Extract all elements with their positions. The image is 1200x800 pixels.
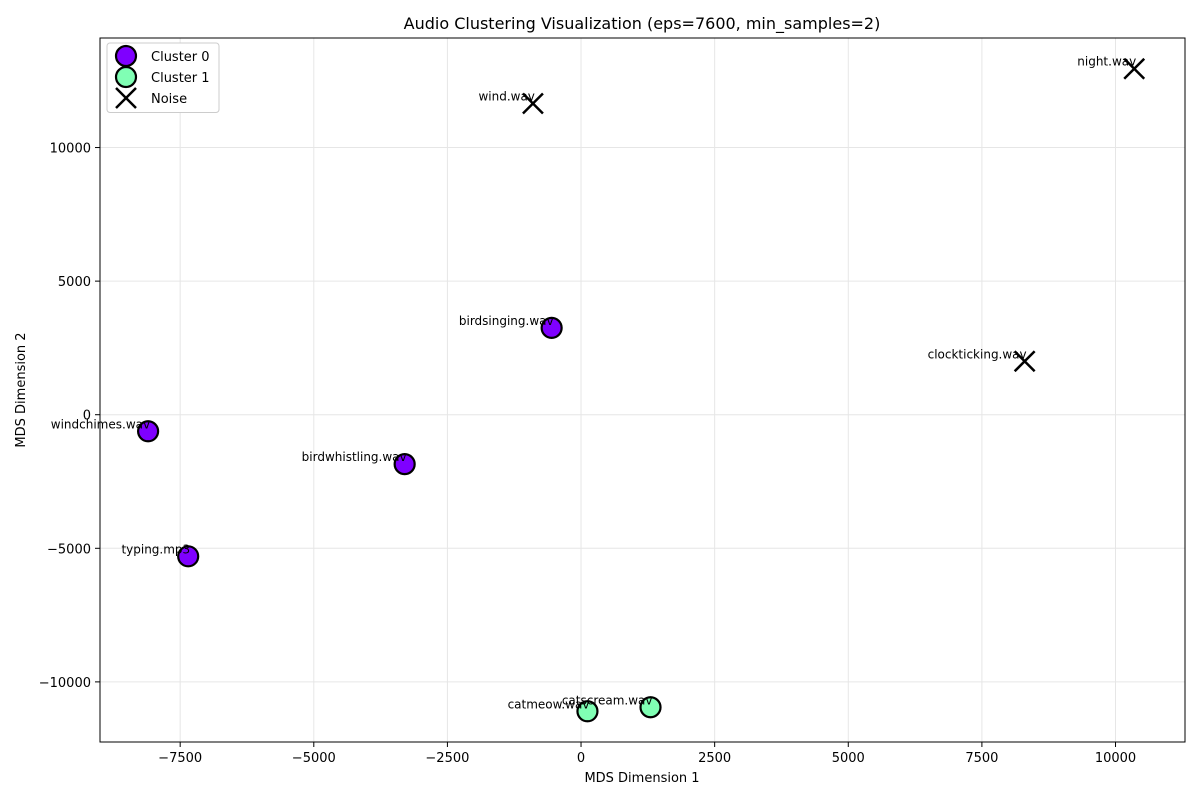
legend: Cluster 0 Cluster 1 Noise — [106, 42, 220, 113]
cluster-0-point — [177, 545, 200, 568]
cluster-1-point — [639, 696, 662, 719]
cluster-0-point — [393, 453, 416, 476]
y-tick-label: 5000 — [58, 275, 91, 290]
point-label: typing.mp3 — [121, 542, 190, 556]
legend-entry-label: Cluster 1 — [151, 71, 210, 86]
y-axis-label: MDS Dimension 2 — [14, 332, 29, 447]
y-tick-label: 10000 — [50, 142, 91, 157]
point-label: catscream.wav — [562, 693, 653, 707]
legend-marker-cluster-1 — [114, 65, 138, 89]
x-tick-label: −7500 — [158, 751, 202, 766]
y-tick-label: −5000 — [47, 542, 91, 557]
noise-x-stroke — [1123, 57, 1146, 80]
point-label: night.wav — [1077, 55, 1136, 69]
legend-entry-label: Cluster 0 — [151, 50, 210, 65]
y-tick-label: −10000 — [39, 676, 91, 691]
x-tick-label: 2500 — [698, 751, 731, 766]
data-points: birdsinging.wavwindchimes.wavbirdwhistli… — [51, 55, 1146, 723]
noise-x-stroke — [522, 92, 544, 115]
noise-x-stroke — [1013, 350, 1036, 373]
point-label: birdwhistling.wav — [302, 450, 407, 464]
x-tick-label: 10000 — [1095, 751, 1136, 766]
axis-ticks: −7500 −5000 −2500 0 2500 5000 7500 10000 −10000 −… — [39, 142, 1136, 766]
cluster-0-point — [137, 420, 160, 443]
legend-entry-label: Noise — [151, 92, 187, 107]
grid-lines — [100, 38, 1185, 742]
x-tick-label: −5000 — [292, 751, 336, 766]
point-label: birdsinging.wav — [459, 314, 554, 328]
x-tick-label: 7500 — [965, 751, 998, 766]
legend-marker-noise — [115, 87, 137, 109]
noise-point — [1013, 350, 1036, 373]
x-tick-label: −2500 — [425, 751, 469, 766]
cluster-0-point — [540, 316, 563, 339]
noise-point — [522, 92, 544, 115]
point-label: catmeow.wav — [508, 697, 590, 711]
noise-x-stroke — [115, 87, 137, 109]
cluster-1-point — [576, 700, 599, 723]
x-tick-label: 5000 — [832, 751, 865, 766]
x-tick-label: 0 — [577, 751, 585, 766]
chart-title: Audio Clustering Visualization (eps=7600… — [404, 14, 881, 34]
x-axis-label: MDS Dimension 1 — [584, 771, 699, 786]
noise-point — [1123, 57, 1146, 80]
plot-frame — [99, 37, 1186, 743]
point-label: wind.wav — [478, 89, 534, 103]
point-label: clockticking.wav — [928, 347, 1027, 361]
legend-marker-cluster-0 — [114, 44, 138, 68]
y-tick-label: 0 — [83, 409, 91, 424]
